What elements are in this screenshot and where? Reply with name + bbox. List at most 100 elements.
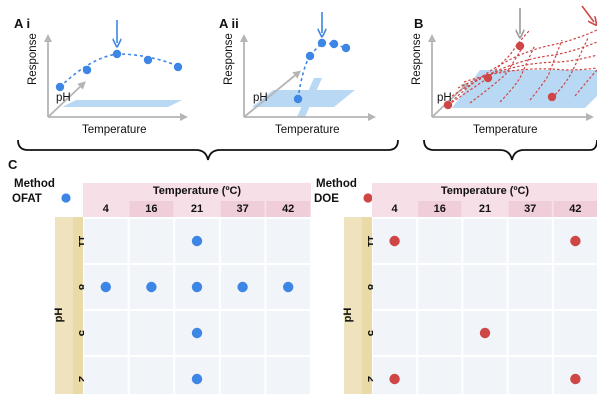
response-axis-label: Response xyxy=(27,33,39,85)
row-header-label: 11 xyxy=(365,235,377,247)
experiment-point xyxy=(237,281,248,293)
column-header-cell xyxy=(220,201,265,217)
ph-plane xyxy=(252,90,355,107)
column-header-cell xyxy=(418,201,462,217)
temperature-axis-label: Temperature xyxy=(473,124,538,136)
experiment-point xyxy=(283,281,294,293)
data-point xyxy=(317,38,327,48)
column-header-label: 4 xyxy=(103,203,110,215)
grid-cell xyxy=(508,219,552,263)
column-header-cell xyxy=(129,201,174,217)
grid-cell xyxy=(220,357,265,394)
data-point xyxy=(112,49,122,59)
grid-cell xyxy=(84,219,128,263)
grid-cell xyxy=(508,311,552,355)
ph-axis-label: pH xyxy=(253,92,268,104)
response-axis-label: Response xyxy=(411,33,423,85)
data-point xyxy=(483,73,493,83)
column-header-label: 21 xyxy=(191,203,203,215)
temperature-axis-label: Temperature xyxy=(82,124,147,136)
grid-cell xyxy=(418,357,462,394)
column-header-cell xyxy=(266,201,310,217)
ph-axis xyxy=(243,70,302,118)
panel-b-label: B xyxy=(414,16,423,31)
grid-cell xyxy=(373,265,417,309)
column-header-label: 16 xyxy=(434,203,446,215)
experiment-point xyxy=(191,281,203,293)
column-header-label: 37 xyxy=(236,203,248,215)
column-header-label: 37 xyxy=(524,203,536,215)
grid-cell xyxy=(508,265,552,309)
grid-cell xyxy=(129,219,174,263)
grid-cell xyxy=(463,265,507,309)
data-point xyxy=(547,92,557,102)
grid-cell xyxy=(463,357,507,394)
experiment-point xyxy=(570,373,581,385)
experiment-point xyxy=(146,281,157,293)
grid-cell xyxy=(373,311,417,355)
grid-cell xyxy=(418,219,462,263)
grid-cell xyxy=(266,357,310,394)
brace-b xyxy=(423,139,597,161)
grid-cell xyxy=(220,219,265,263)
ph-axis xyxy=(47,81,86,118)
grid-cell xyxy=(418,265,462,309)
data-point xyxy=(329,39,339,49)
grid-cell xyxy=(129,357,174,394)
row-header-label: 5 xyxy=(365,330,377,336)
grid-cell xyxy=(418,311,462,355)
method-marker-icon xyxy=(363,193,373,203)
experiment-point xyxy=(389,235,400,247)
experiment-point xyxy=(479,327,491,339)
column-title: Temperature (ºC) xyxy=(441,185,529,197)
panel-a-ii-label: A ii xyxy=(219,16,239,31)
grid-cell xyxy=(266,219,310,263)
experiment-point xyxy=(191,327,203,339)
panel-b: B Response pH Temperature xyxy=(411,5,597,136)
column-header-label: 42 xyxy=(282,203,294,215)
grid-cell xyxy=(553,311,597,355)
row-header-strip xyxy=(73,217,83,394)
row-header-label: 11 xyxy=(76,235,88,247)
grid-cell xyxy=(508,357,552,394)
data-point xyxy=(293,94,303,104)
temperature-plane xyxy=(297,78,322,117)
panel-a-ii: A ii Response pH Temperature xyxy=(219,12,376,136)
data-point xyxy=(443,100,453,110)
ph-axis-label: pH xyxy=(56,92,71,104)
grid-cell xyxy=(129,311,174,355)
grid-cell xyxy=(463,219,507,263)
panel-a-i-label: A i xyxy=(14,16,30,31)
method-title: Method xyxy=(14,178,55,190)
row-header-label: 5 xyxy=(76,330,88,336)
experiment-point xyxy=(389,373,400,385)
column-header-label: 4 xyxy=(392,203,399,215)
ph-plane xyxy=(452,70,597,108)
ofat-table: Method OFAT Temperature (ºC) 4 16 21 37 42 pH 11 8… xyxy=(12,178,311,394)
response-axis-label: Response xyxy=(223,33,235,85)
data-point xyxy=(515,41,525,51)
row-header-strip xyxy=(362,217,372,394)
data-point xyxy=(305,51,315,61)
column-header-label: 16 xyxy=(145,203,157,215)
column-header-label: 21 xyxy=(479,203,491,215)
data-point xyxy=(82,65,92,75)
column-title: Temperature (ºC) xyxy=(153,185,241,197)
grid-cell xyxy=(553,265,597,309)
row-title: pH xyxy=(53,308,65,323)
data-point xyxy=(341,43,351,53)
method-name: DOE xyxy=(314,193,339,205)
ph-plane xyxy=(62,100,182,107)
experiment-point xyxy=(191,373,203,385)
panel-c-label: C xyxy=(8,157,18,172)
experiment-point xyxy=(191,235,203,247)
panel-a-i: A i Response pH Temperature xyxy=(14,16,188,136)
experiment-point xyxy=(570,235,581,247)
row-header-label: 8 xyxy=(76,284,88,290)
group-braces xyxy=(17,139,597,161)
row-header-label: 8 xyxy=(365,284,377,290)
optimum-arrow-icon xyxy=(581,5,594,22)
method-title: Method xyxy=(316,178,357,190)
